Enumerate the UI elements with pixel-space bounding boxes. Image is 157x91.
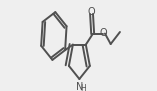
Text: O: O [100,28,107,38]
Text: O: O [87,7,95,17]
Text: N: N [76,82,83,91]
Text: H: H [80,84,86,91]
